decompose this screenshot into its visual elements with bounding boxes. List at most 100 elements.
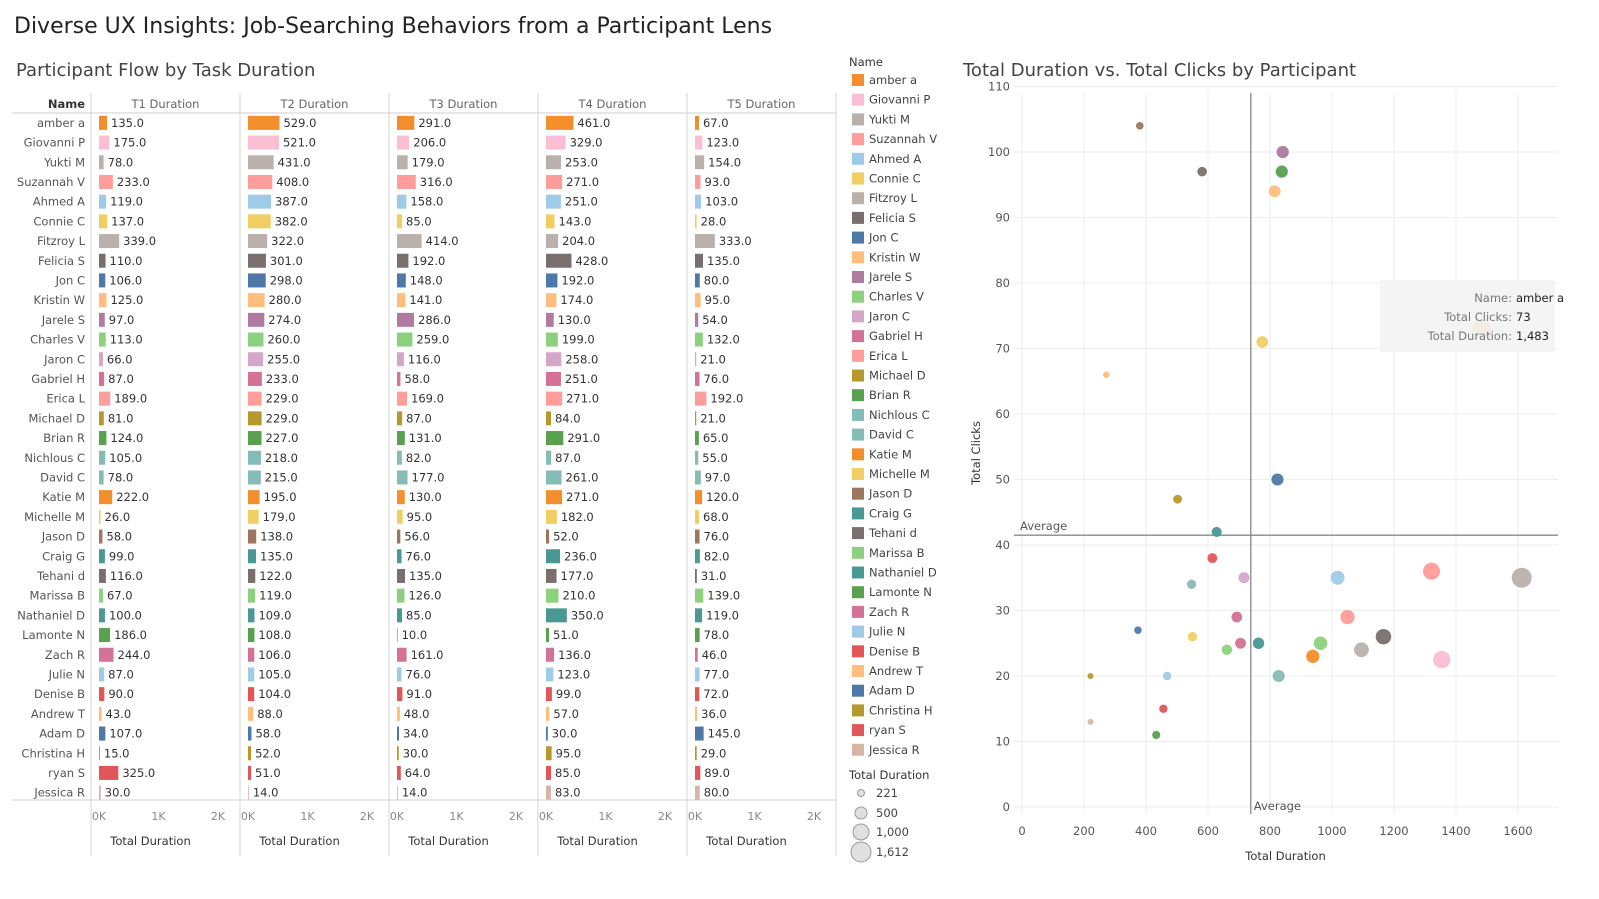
bar-data-label: 43.0 <box>106 707 132 721</box>
bar-data-label: 229.0 <box>266 411 299 425</box>
bar-panel-header: T3 Duration <box>429 97 498 111</box>
bar-category-label: Jason D <box>41 530 85 544</box>
tooltip-label: Total Clicks: <box>1443 310 1512 324</box>
bar-category-label: Erica L <box>46 392 85 406</box>
bar-data-label: 95.0 <box>407 510 433 524</box>
bar <box>397 155 408 170</box>
bar-x-tick: 1K <box>151 810 166 823</box>
bar-panel-header: T1 Duration <box>131 97 200 111</box>
bar <box>397 312 415 327</box>
tooltip-value: 1,483 <box>1516 329 1549 343</box>
bar-data-label: 76.0 <box>406 667 432 681</box>
bar-data-label: 233.0 <box>117 175 150 189</box>
bar-data-label: 161.0 <box>411 648 444 662</box>
legend-item-label: Jessica R <box>868 743 920 757</box>
bar <box>397 568 406 583</box>
bar <box>99 253 106 268</box>
legend-item-label: Marissa B <box>869 546 925 560</box>
bar <box>695 391 707 406</box>
bar-data-label: 215.0 <box>265 470 298 484</box>
bar-x-axis-label: Total Duration <box>258 834 339 848</box>
legend-item-label: Julie N <box>868 625 905 639</box>
bar <box>695 549 700 564</box>
bar-category-label: Michael D <box>28 411 85 425</box>
bar-data-label: 329.0 <box>570 136 603 150</box>
bar <box>397 135 410 150</box>
scatter-point <box>1162 671 1172 681</box>
bar <box>397 115 415 130</box>
bar <box>546 568 557 583</box>
bar-data-label: 141.0 <box>409 293 442 307</box>
legend-swatch <box>852 408 864 421</box>
bar <box>546 411 551 426</box>
bar-x-tick: 2K <box>211 810 226 823</box>
bar-data-label: 76.0 <box>704 530 730 544</box>
bar <box>695 509 700 524</box>
bar <box>248 115 280 130</box>
bar <box>546 588 559 603</box>
bar-data-label: 46.0 <box>702 648 728 662</box>
bar <box>546 194 561 209</box>
bar-data-label: 97.0 <box>109 313 135 327</box>
bar-category-label: Connie C <box>33 214 85 228</box>
bar-data-label: 113.0 <box>110 333 143 347</box>
bar-data-label: 126.0 <box>408 589 441 603</box>
bar-data-label: 195.0 <box>264 490 297 504</box>
legend-item-label: Brian R <box>869 388 911 402</box>
bar <box>397 352 404 367</box>
bar-data-label: 130.0 <box>558 313 591 327</box>
scatter-point <box>1211 526 1222 537</box>
legend-swatch <box>852 133 864 146</box>
bar-x-tick: 0K <box>539 810 554 823</box>
legend-swatch <box>852 684 864 697</box>
bar <box>546 726 548 741</box>
scatter-point <box>1272 669 1285 683</box>
bar <box>397 490 405 505</box>
bar-data-label: 177.0 <box>561 569 594 583</box>
bar-data-label: 186.0 <box>114 628 147 642</box>
bar-data-label: 82.0 <box>704 549 730 563</box>
bar-data-label: 93.0 <box>705 175 731 189</box>
bar <box>99 155 104 170</box>
bar-data-label: 414.0 <box>426 234 459 248</box>
bar-data-label: 260.0 <box>267 333 300 347</box>
bar <box>695 194 702 209</box>
bar <box>248 706 254 721</box>
bar-data-label: 316.0 <box>420 175 453 189</box>
bar-data-label: 179.0 <box>412 155 445 169</box>
scatter-point <box>1207 553 1218 564</box>
bar-data-label: 88.0 <box>257 707 283 721</box>
bar <box>99 667 105 682</box>
legend-swatch <box>852 546 864 559</box>
bar <box>99 765 119 780</box>
bar-data-label: 48.0 <box>404 707 430 721</box>
bar <box>695 214 697 229</box>
bar-data-label: 408.0 <box>276 175 309 189</box>
bar-data-label: 199.0 <box>562 333 595 347</box>
scatter-x-tick: 1200 <box>1379 824 1408 838</box>
bar <box>695 450 699 465</box>
legend-swatch <box>852 211 864 224</box>
bar <box>99 746 100 761</box>
legend-item-label: Zach R <box>869 605 909 619</box>
bar <box>695 332 703 347</box>
bar <box>695 706 698 721</box>
bar <box>695 431 699 446</box>
bar-data-label: 82.0 <box>406 451 432 465</box>
bar <box>99 450 106 465</box>
legend-item-label: Erica L <box>869 349 908 363</box>
bar <box>397 174 416 189</box>
bar-data-label: 206.0 <box>413 136 446 150</box>
bar <box>248 667 255 682</box>
bar-data-label: 72.0 <box>703 687 729 701</box>
bar <box>99 588 103 603</box>
bar <box>397 214 403 229</box>
scatter-y-tick: 10 <box>995 735 1010 749</box>
bar-category-label: Lamonte N <box>22 628 85 642</box>
legend-swatch <box>852 271 864 283</box>
bar-data-label: 259.0 <box>416 333 449 347</box>
bar-data-label: 148.0 <box>410 273 443 287</box>
bar <box>546 490 563 505</box>
legend-item-label: Craig G <box>869 506 912 520</box>
bar <box>248 588 256 603</box>
